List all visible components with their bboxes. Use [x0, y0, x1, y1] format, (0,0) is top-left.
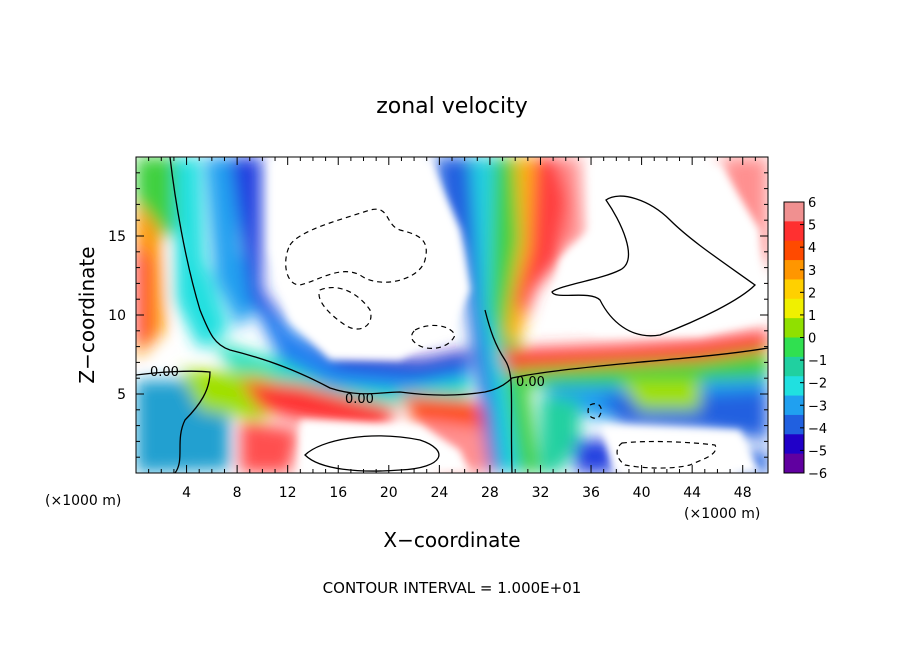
x-tick-label: 12: [279, 485, 297, 501]
colorbar-tick-label: 5: [808, 219, 816, 234]
y-axis-label: Z−coordinate: [75, 246, 99, 383]
colorbar-tick-label: 6: [808, 196, 816, 211]
colorbar-swatch: [784, 318, 804, 338]
x-tick-label: 16: [329, 485, 347, 501]
colorbar-swatch: [784, 356, 804, 377]
colorbar-swatch: [784, 240, 804, 261]
y-tick-label: 15: [108, 229, 126, 245]
x-tick-label: 8: [233, 485, 242, 501]
x-tick-label: 48: [734, 485, 752, 501]
colorbar-swatch: [784, 434, 804, 455]
y-axis: 5 10 15: [108, 172, 768, 458]
x-unit-right: (×1000 m): [684, 506, 760, 522]
colorbar-tick-label: −4: [808, 422, 827, 437]
x-tick-label: 4: [182, 485, 191, 501]
contour-label-2: 0.00: [345, 392, 374, 407]
colorbar-tick-label: −1: [808, 354, 827, 369]
x-tick-label: 44: [683, 485, 701, 501]
contour-label-1: 0.00: [150, 365, 179, 380]
colorbar-tick-label: 4: [808, 241, 816, 256]
colorbar-tick-label: −5: [808, 444, 827, 459]
x-axis-label: X−coordinate: [383, 528, 520, 552]
y-tick-label: 5: [117, 387, 126, 403]
y-tick-label: 10: [108, 308, 126, 324]
chart-title: zonal velocity: [376, 94, 528, 119]
x-tick-label: 20: [380, 485, 398, 501]
x-tick-label: 32: [532, 485, 550, 501]
colorbar-swatch: [784, 337, 804, 358]
x-tick-label: 24: [430, 485, 448, 501]
colorbar-tick-label: 1: [808, 309, 816, 324]
colorbar-tick-label: −6: [808, 467, 827, 482]
colorbar-swatch: [784, 260, 804, 280]
contour-interval-note: CONTOUR INTERVAL = 1.000E+01: [323, 579, 582, 597]
contour-label-3: 0.00: [516, 375, 545, 390]
colorbar: 6 5 4 3 2 1 0 −1 −2 −3 −4 −5 −6: [783, 196, 827, 482]
colorbar-swatch: [784, 414, 804, 435]
x-tick-label: 36: [582, 485, 600, 501]
x-unit-left: (×1000 m): [45, 493, 121, 509]
x-axis: 4 8 12 16 20 24 28 32 36 40 44 48: [148, 157, 756, 501]
colorbar-swatch: [784, 221, 804, 242]
colorbar-swatch: [784, 298, 804, 319]
colorbar-swatch: [784, 279, 804, 300]
x-tick-label: 40: [633, 485, 651, 501]
colorbar-tick-label: −2: [808, 377, 827, 392]
colorbar-tick-label: 0: [808, 332, 816, 347]
colorbar-swatch: [784, 202, 804, 222]
colorbar-tick-label: 2: [808, 286, 816, 301]
colorbar-swatch: [784, 376, 804, 397]
x-tick-label: 28: [481, 485, 499, 501]
colorbar-tick-label: 3: [808, 264, 816, 279]
colorbar-swatch: [784, 395, 804, 416]
velocity-field: 0.00 0.00 0.00: [136, 157, 768, 473]
colorbar-swatch: [784, 453, 804, 474]
colorbar-tick-label: −3: [808, 399, 827, 414]
